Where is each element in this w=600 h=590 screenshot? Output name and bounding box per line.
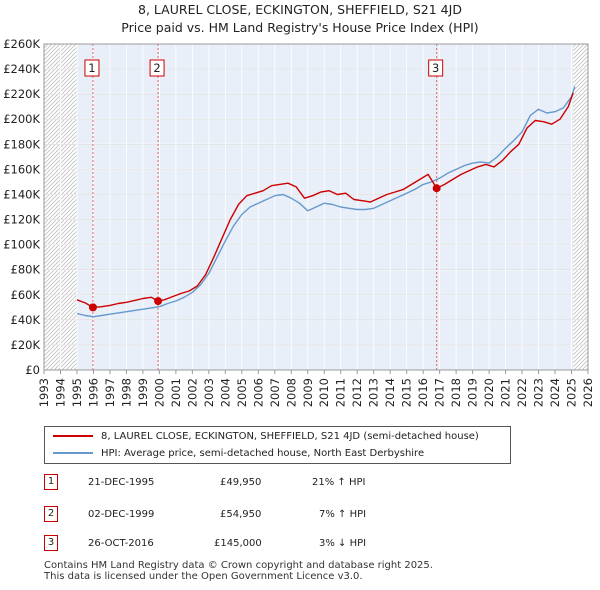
x-tick-label: 1999 (136, 378, 150, 407)
y-tick-label: £40K (11, 313, 41, 327)
legend-item-property: 8, LAUREL CLOSE, ECKINGTON, SHEFFIELD, S… (53, 429, 479, 445)
y-tick-label: £140K (3, 187, 40, 201)
chart-subtitle: Price paid vs. HM Land Registry's House … (121, 20, 478, 35)
no-data-hatch (573, 44, 588, 370)
x-tick-label: 2012 (350, 378, 364, 407)
y-tick-label: £180K (3, 137, 40, 151)
y-tick-label: £200K (3, 112, 40, 126)
legend-swatch-property (53, 435, 93, 437)
x-tick-label: 1997 (103, 378, 117, 407)
y-tick-label: £0 (25, 363, 40, 377)
x-tick-label: 2004 (218, 378, 232, 407)
x-tick-label: 2018 (449, 378, 463, 407)
footer: Contains HM Land Registry data © Crown c… (44, 560, 433, 582)
x-tick-label: 2009 (301, 378, 315, 407)
x-tick-label: 1995 (70, 378, 84, 407)
transaction-label-box (149, 59, 165, 77)
x-tick-label: 2023 (532, 378, 546, 407)
legend-swatch-hpi (53, 452, 93, 454)
x-tick-label: 2015 (400, 378, 414, 407)
transaction-price: £145,000 (214, 538, 262, 549)
legend-label-hpi: HPI: Average price, semi-detached house,… (101, 448, 425, 459)
x-tick-label: 2025 (565, 378, 579, 407)
x-tick-label: 2016 (416, 378, 430, 407)
plot-frame (43, 43, 589, 371)
price-chart: 8, LAUREL CLOSE, ECKINGTON, SHEFFIELD, S… (3, 2, 595, 407)
y-tick-label: £160K (3, 162, 40, 176)
transaction-label: 3 (432, 61, 439, 75)
transaction-label-box (84, 59, 100, 77)
y-tick-label: £100K (3, 238, 40, 252)
x-tick-label: 2014 (383, 378, 397, 407)
x-tick-label: 1998 (119, 378, 133, 407)
x-tick-label: 2021 (499, 378, 513, 407)
transaction-date: 02-DEC-1999 (88, 509, 155, 520)
legend-item-hpi: HPI: Average price, semi-detached house,… (53, 446, 424, 462)
footer-copyright: Contains HM Land Registry data © Crown c… (44, 560, 433, 571)
transaction-number-badge: 1 (44, 474, 58, 490)
transaction-date: 21-DEC-1995 (88, 477, 155, 488)
transaction-marker (154, 297, 163, 306)
y-tick-label: £80K (11, 263, 41, 277)
x-tick-label: 2022 (515, 378, 529, 407)
transaction-number-badge: 2 (44, 506, 58, 522)
x-tick-label: 2020 (482, 378, 496, 407)
transaction-label-box (428, 59, 444, 77)
x-tick-label: 2017 (433, 378, 447, 407)
x-tick-label: 2019 (466, 378, 480, 407)
transaction-marker (88, 303, 97, 312)
transaction-price: £49,950 (220, 477, 262, 488)
y-tick-label: £220K (3, 87, 40, 101)
y-tick-label: £20K (11, 338, 41, 352)
transaction-label: 1 (88, 61, 95, 75)
y-tick-label: £240K (3, 62, 40, 76)
transaction-marker (432, 184, 441, 193)
legend: 8, LAUREL CLOSE, ECKINGTON, SHEFFIELD, S… (44, 426, 511, 464)
x-tick-label: 2006 (251, 378, 265, 407)
x-tick-label: 2013 (367, 378, 381, 407)
chart-title: 8, LAUREL CLOSE, ECKINGTON, SHEFFIELD, S… (138, 2, 462, 17)
x-tick-label: 2003 (202, 378, 216, 407)
legend-label-property: 8, LAUREL CLOSE, ECKINGTON, SHEFFIELD, S… (101, 431, 479, 442)
x-tick-label: 2011 (334, 378, 348, 407)
x-tick-label: 1996 (86, 378, 100, 407)
hpi-line (76, 86, 576, 318)
y-tick-label: £120K (3, 213, 40, 227)
ownership-shade (76, 44, 574, 370)
x-tick-label: 2001 (169, 378, 183, 407)
x-tick-label: 2010 (317, 378, 331, 407)
x-tick-label: 2000 (152, 378, 166, 407)
x-tick-label: 2024 (548, 378, 562, 407)
x-tick-label: 1993 (37, 378, 51, 407)
y-tick-label: £60K (11, 288, 41, 302)
footer-licence: This data is licensed under the Open Gov… (44, 571, 363, 582)
transaction-date: 26-OCT-2016 (88, 538, 154, 549)
transaction-price: £54,950 (220, 509, 262, 520)
x-tick-label: 1994 (53, 378, 67, 407)
transaction-hpi-diff: 7% ↑ HPI (319, 509, 367, 520)
transaction-number-badge: 3 (44, 535, 58, 551)
y-tick-label: £260K (3, 37, 40, 51)
x-tick-label: 2008 (284, 378, 298, 407)
transaction-label: 2 (153, 61, 160, 75)
transaction-hpi-diff: 3% ↓ HPI (319, 538, 367, 549)
x-tick-label: 2005 (235, 378, 249, 407)
x-tick-label: 2026 (581, 378, 595, 407)
transaction-hpi-diff: 21% ↑ HPI (312, 477, 366, 488)
x-tick-label: 2007 (268, 378, 282, 407)
x-tick-label: 2002 (185, 378, 199, 407)
